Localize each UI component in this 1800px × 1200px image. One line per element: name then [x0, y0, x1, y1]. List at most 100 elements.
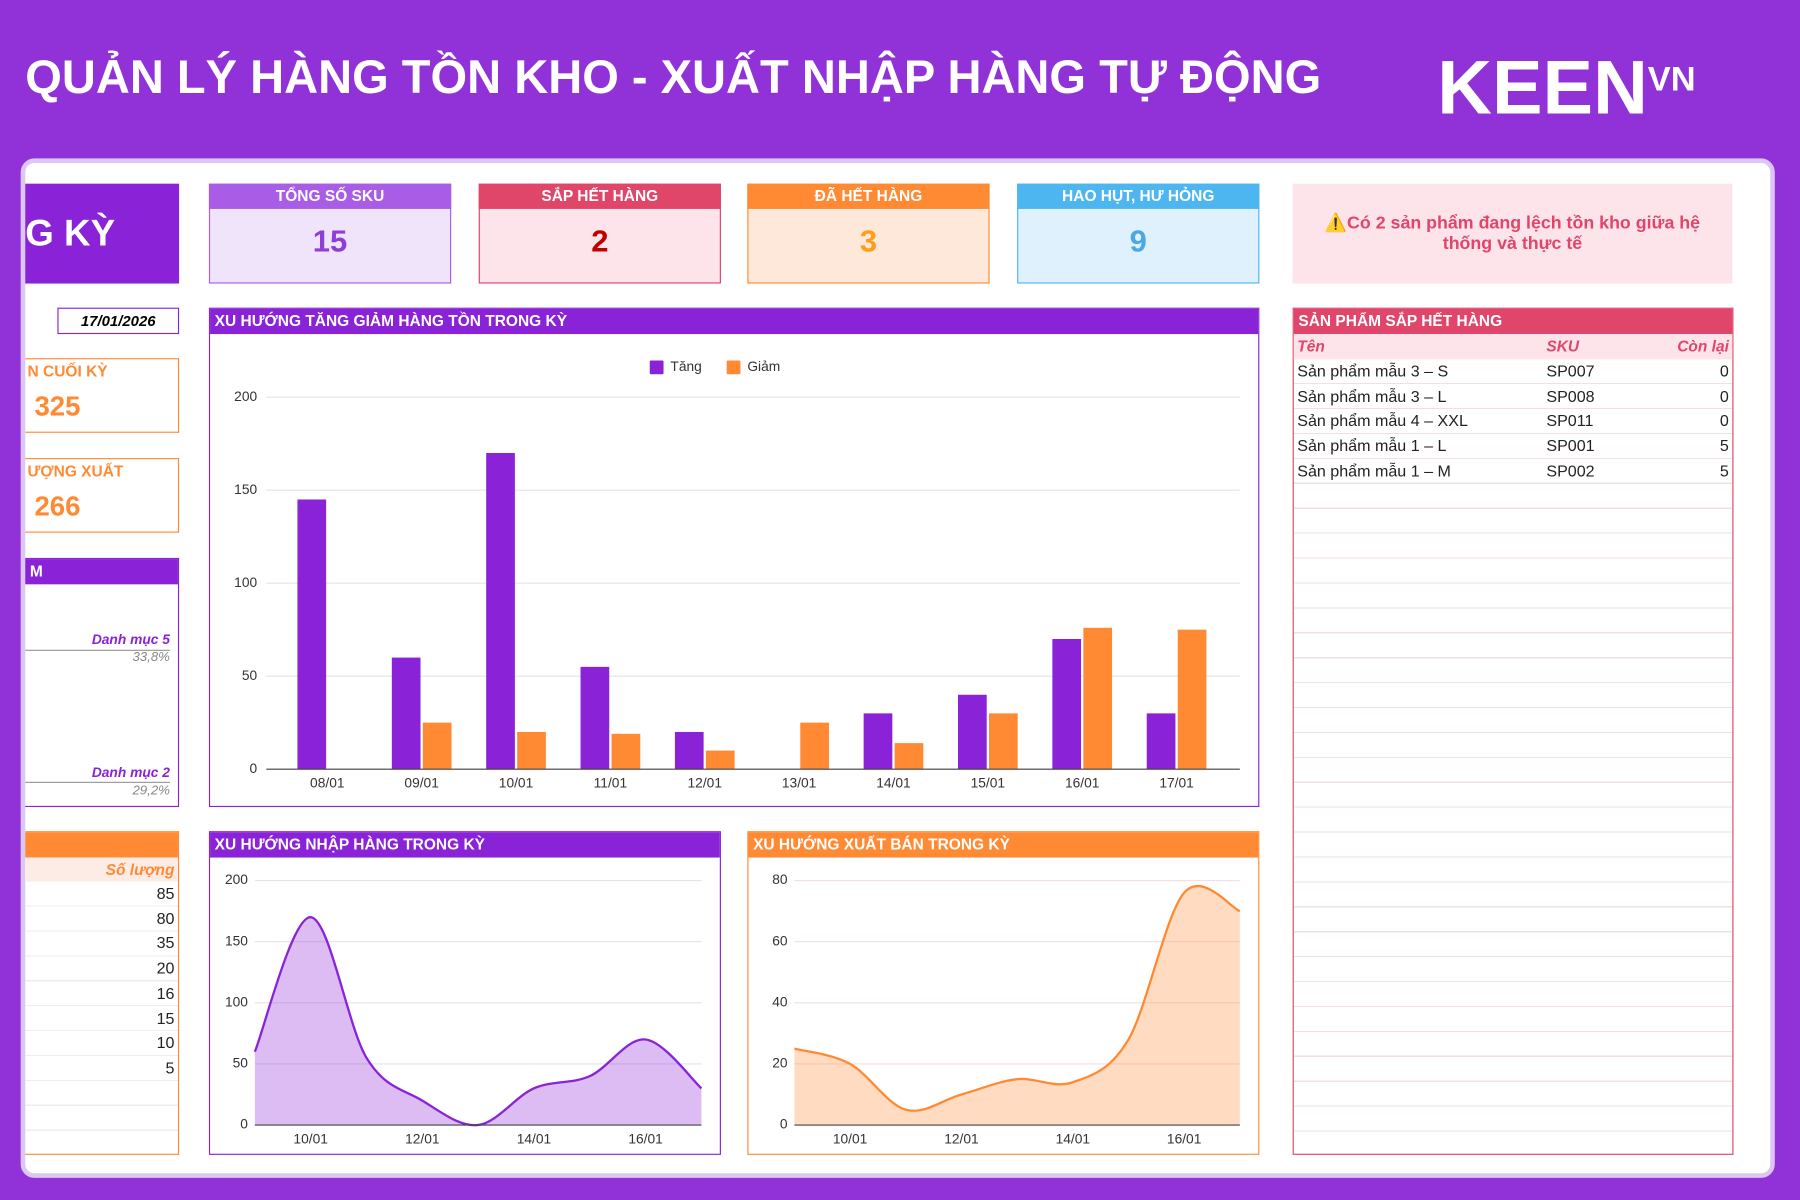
y-tick-label: 50	[242, 668, 258, 683]
low-stock-table: SẢN PHẨM SẮP HẾT HÀNG	[1292, 307, 1734, 1155]
y-tick-label: 200	[234, 389, 257, 404]
table-cell: Sản phẩm mẫu 3 – S	[1297, 361, 1449, 380]
quantity-value: 15	[156, 1008, 175, 1027]
stat-value: 266	[34, 491, 81, 523]
leader-line	[25, 781, 170, 783]
category-panel: M	[25, 557, 180, 808]
chart-title: XU HƯỚNG TĂNG GIẢM HÀNG TỒN TRONG KỲ	[210, 308, 1259, 335]
chart-title: XU HƯỚNG XUẤT BÁN TRONG KỲ	[748, 832, 1259, 858]
bar	[863, 713, 893, 770]
table-cell: Sản phẩm mẫu 1 – L	[1297, 436, 1447, 455]
x-tick-label: 10/01	[833, 1132, 867, 1147]
y-tick-label: 150	[225, 933, 248, 948]
panel-header	[25, 832, 178, 858]
x-tick-label: 14/01	[1056, 1132, 1090, 1147]
logo-sup: VN	[1647, 60, 1696, 99]
category-share: 33,8%	[132, 650, 170, 665]
y-tick-label: 20	[772, 1056, 788, 1071]
quantity-value: 85	[156, 883, 175, 903]
legend-swatch	[649, 360, 664, 375]
x-tick-label: 13/01	[782, 776, 816, 791]
table-cell: Sản phẩm mẫu 3 – L	[1297, 386, 1447, 405]
quantity-value: 35	[156, 933, 175, 953]
stat-value: 325	[34, 391, 81, 423]
table-cell: SP011	[1546, 411, 1594, 430]
stat-card	[25, 358, 180, 433]
kpi-label: SẮP HẾT HÀNG	[478, 183, 721, 209]
table-cell: Sản phẩm mẫu 4 – XXL	[1297, 411, 1468, 430]
quantity-value: 80	[156, 908, 175, 928]
chart-panel: XU HƯỚNG TĂNG GIẢM HÀNG TỒN TRONG KỲ 0 50…	[208, 307, 1260, 808]
table-cell: SP001	[1546, 436, 1595, 455]
x-tick-label: 08/01	[310, 776, 344, 791]
category-name: Danh mục 5	[91, 631, 170, 648]
chart: 0 50 100 150 200 10/01 12/01 14/01 16/01	[225, 872, 703, 1147]
table-title: SẢN PHẨM SẮP HẾT HÀNG	[1293, 308, 1733, 335]
table-cell: 0	[1719, 411, 1729, 430]
y-tick-label: 60	[772, 933, 788, 948]
y-tick-label: 100	[234, 575, 257, 590]
table-cell: SP002	[1546, 461, 1595, 480]
y-tick-label: 200	[225, 872, 248, 887]
bar	[958, 694, 987, 770]
x-tick-label: 11/01	[594, 776, 627, 791]
alert: ⚠️Có 2 sản phẩm đang lệch tồn kho giữa h…	[1292, 183, 1733, 284]
bar	[422, 722, 452, 770]
kpi-value: 2	[591, 223, 609, 259]
legend-label: Tăng	[670, 359, 701, 374]
x-tick-label: 12/01	[405, 1132, 439, 1147]
table-cell: Sản phẩm mẫu 1 – M	[1297, 461, 1451, 480]
date-box: 17/01/2026	[57, 307, 180, 335]
kpi-value: 3	[859, 223, 878, 259]
bar	[674, 731, 704, 770]
period-title: G KỲ	[25, 183, 180, 284]
column-header: Còn lại	[1677, 337, 1729, 355]
chart-panel: XU HƯỚNG NHẬP HÀNG TRONG KỲ 0 50 100 150 200…	[208, 831, 721, 1155]
area	[254, 917, 702, 1126]
x-tick-label: 14/01	[517, 1132, 551, 1147]
y-tick-label: 0	[249, 761, 257, 776]
area	[794, 886, 1240, 1126]
line	[794, 884, 1241, 1112]
stat-card	[25, 458, 180, 533]
quantity-value: 10	[156, 1033, 175, 1052]
kpi-label: ĐÃ HẾT HÀNG	[747, 183, 990, 209]
bar	[800, 722, 829, 770]
bar	[1146, 713, 1176, 770]
bar	[1083, 627, 1113, 770]
quantity-panel: Số lượng	[25, 831, 180, 1155]
bar	[894, 743, 924, 770]
bar	[611, 733, 641, 770]
legend-label: Giảm	[747, 359, 780, 374]
chart: 0 20 40 60 80 10/01 12/01 14/01 16/01	[772, 872, 1241, 1147]
legend-swatch	[726, 360, 741, 375]
y-tick-label: 100	[225, 994, 248, 1009]
y-tick-label: 150	[234, 482, 257, 497]
chart-panel: XU HƯỚNG XUẤT BÁN TRONG KỲ 0 20 40 60 80 10/0…	[747, 831, 1260, 1155]
bar	[705, 750, 735, 770]
leader-line	[25, 649, 170, 651]
kpi-label: TỔNG SỐ SKU	[208, 183, 452, 209]
table-cell: 5	[1719, 461, 1729, 480]
column-header: SKU	[1546, 337, 1580, 355]
table-cell: 0	[1719, 361, 1729, 380]
x-tick-label: 10/01	[293, 1132, 327, 1147]
table-cell: SP008	[1546, 386, 1595, 405]
bar	[486, 453, 515, 770]
x-tick-label: 17/01	[1159, 776, 1193, 791]
y-tick-label: 0	[240, 1117, 248, 1132]
x-tick-label: 16/01	[1065, 776, 1099, 791]
line	[253, 916, 703, 1127]
y-tick-label: 40	[772, 994, 788, 1009]
quantity-value: 20	[156, 958, 175, 978]
bar	[1052, 638, 1082, 770]
column-header: Tên	[1297, 337, 1325, 355]
kpi-value: 15	[312, 223, 348, 259]
x-tick-label: 12/01	[944, 1132, 978, 1147]
y-tick-label: 50	[233, 1056, 249, 1071]
page-title: QUẢN LÝ HÀNG TỒN KHO - XUẤT NHẬP HÀNG TỰ…	[25, 50, 1322, 104]
x-tick-label: 10/01	[499, 776, 533, 791]
chart-title: XU HƯỚNG NHẬP HÀNG TRONG KỲ	[210, 832, 720, 858]
x-tick-label: 14/01	[876, 776, 910, 791]
stat-label: N CUỐI KỲ	[27, 362, 108, 380]
